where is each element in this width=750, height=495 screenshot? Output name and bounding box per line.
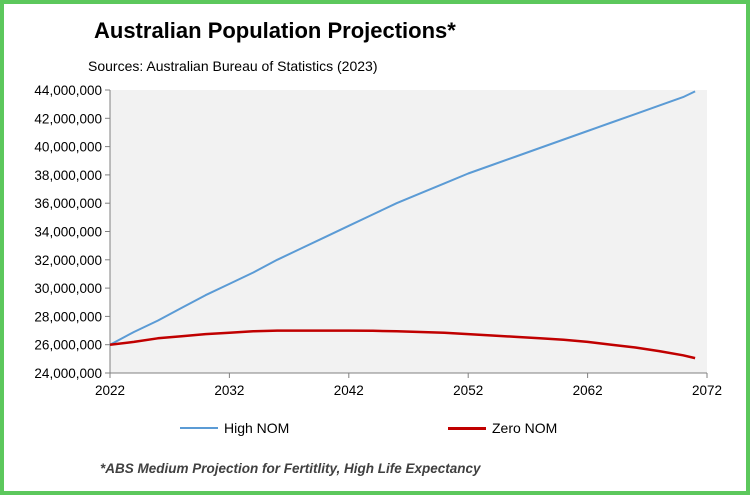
line-chart: 24,000,000 26,000,000 28,000,000 30,000,000…	[34, 83, 722, 398]
chart-subtitle: Sources: Australian Bureau of Statistics…	[88, 58, 378, 74]
plot-area	[110, 90, 707, 373]
y-tick-label: 40,000,000	[34, 140, 102, 155]
y-tick-label: 36,000,000	[34, 196, 102, 211]
legend-label-zero-nom: Zero NOM	[492, 420, 558, 436]
x-tick-label: 2072	[692, 383, 722, 398]
x-tick-label: 2032	[214, 383, 244, 398]
tick-labels: 24,000,000 26,000,000 28,000,000 30,000,000…	[34, 83, 722, 398]
legend-item-zero-nom: Zero NOM	[448, 420, 557, 436]
x-tick-label: 2052	[453, 383, 483, 398]
x-tick-label: 2062	[573, 383, 603, 398]
legend-swatch-zero-nom	[448, 426, 486, 430]
y-tick-label: 26,000,000	[34, 338, 102, 353]
y-tick-label: 42,000,000	[34, 111, 102, 126]
y-tick-label: 32,000,000	[34, 253, 102, 268]
chart-footnote: *ABS Medium Projection for Fertitlity, H…	[100, 461, 481, 476]
series-line-zero-nom	[109, 329, 696, 360]
x-tick-label: 2022	[95, 383, 125, 398]
axes	[105, 89, 708, 378]
y-tick-label: 44,000,000	[34, 83, 102, 98]
y-tick-label: 30,000,000	[34, 281, 102, 296]
series-line-high-nom	[109, 90, 696, 346]
x-tick-label: 2042	[334, 383, 364, 398]
y-tick-label: 34,000,000	[34, 225, 102, 240]
legend-label-high-nom: High NOM	[224, 420, 290, 436]
y-tick-label: 24,000,000	[34, 366, 102, 381]
y-tick-label: 38,000,000	[34, 168, 102, 183]
series-lines	[109, 90, 696, 360]
chart-title: Australian Population Projections*	[94, 18, 456, 43]
y-tick-label: 28,000,000	[34, 309, 102, 324]
legend-item-high-nom: High NOM	[180, 420, 289, 436]
legend-swatch-high-nom	[180, 427, 218, 429]
